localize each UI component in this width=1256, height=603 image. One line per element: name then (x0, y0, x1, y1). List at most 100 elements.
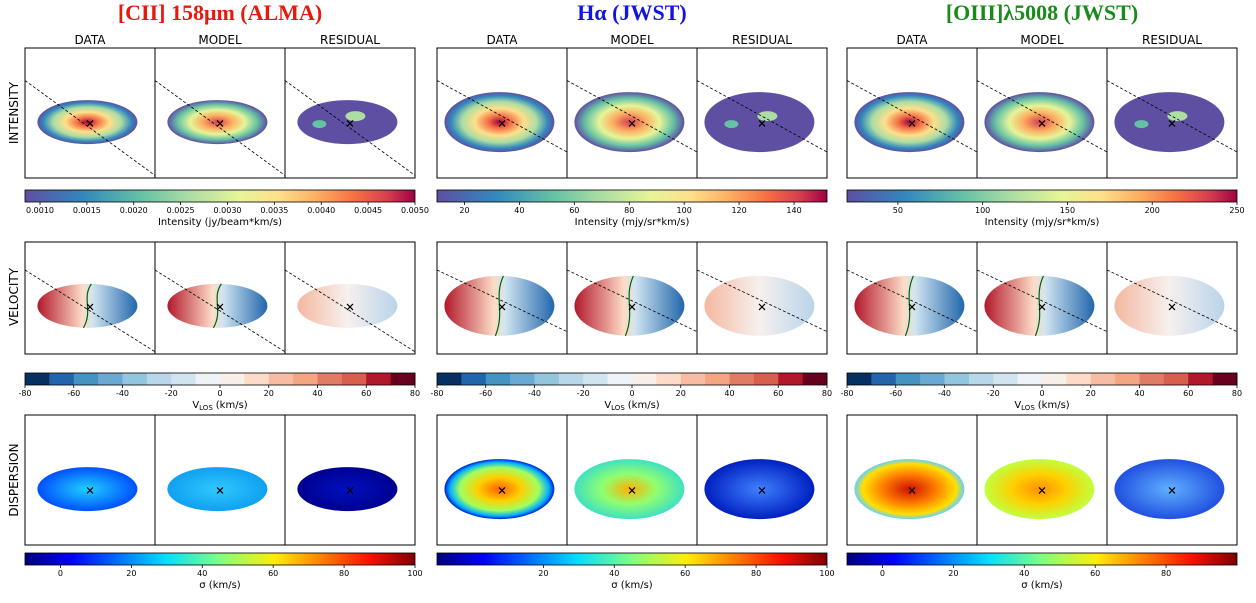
colorbar-tick-label: 60 (361, 389, 371, 398)
center-marker (498, 119, 506, 127)
map-panel (24, 241, 156, 355)
colorbar-tick-label: 60 (1183, 389, 1193, 398)
center-marker (86, 119, 94, 127)
center-marker (86, 303, 94, 311)
colorbar-tick-label: 0 (629, 389, 634, 398)
center-marker (86, 486, 94, 494)
map-panel (154, 47, 286, 179)
colorbar-step (73, 373, 99, 385)
map-region (574, 92, 685, 153)
colorbar-tick-label: 20 (676, 389, 686, 398)
colorbar-step (607, 373, 633, 385)
colorbar-tick-label: 0.0030 (214, 206, 242, 215)
row-label: INTENSITY (7, 81, 21, 144)
colorbar-step (632, 373, 657, 385)
colorbar-label: σ (km/s) (611, 580, 653, 591)
colorbar (25, 190, 415, 202)
label-text: V (192, 400, 199, 411)
map-region (704, 92, 815, 153)
colorbar-step (485, 373, 511, 385)
center-marker (216, 486, 224, 494)
map-region (1114, 459, 1225, 520)
colorbar-frame (436, 189, 828, 203)
center-marker (628, 303, 636, 311)
column-label: MODEL (198, 33, 242, 47)
center-marker (908, 119, 916, 127)
colorbar (437, 190, 827, 202)
colorbar-step (583, 373, 609, 385)
colorbar-step (871, 373, 897, 385)
label-text: σ (km/s) (611, 580, 653, 591)
panel-title: [OIII]λ5008 (JWST) (946, 0, 1138, 25)
map-region (297, 100, 398, 145)
kinematic-axis (154, 269, 286, 353)
row-label: DISPERSION (7, 443, 21, 516)
map-panel (284, 241, 416, 355)
colorbar-tick-label: -60 (889, 389, 902, 398)
colorbar-tick-label: 140 (786, 206, 801, 215)
map-region (444, 459, 555, 520)
colorbar-step (437, 373, 462, 385)
colorbar-tick-label: 80 (751, 569, 761, 578)
colorbar-tick-label: 0.0040 (307, 206, 335, 215)
map-panel (976, 414, 1108, 546)
kinematic-axis (566, 269, 698, 332)
label-text: Intensity (jy/beam*km/s) (158, 217, 282, 228)
center-marker (758, 486, 766, 494)
column-label: MODEL (1020, 33, 1064, 47)
colorbar-step (1115, 373, 1140, 385)
colorbar-step (317, 373, 343, 385)
colorbar-step (268, 373, 294, 385)
center-marker (628, 486, 636, 494)
colorbar-frame (24, 189, 416, 203)
colorbar-step (753, 373, 779, 385)
map-region (167, 100, 268, 145)
map-panel (436, 241, 568, 355)
colorbar-label: σ (km/s) (199, 580, 241, 591)
map-region (167, 467, 268, 512)
colorbar-tick-label: 80 (339, 569, 349, 578)
colorbar-tick-label: 100 (677, 206, 692, 215)
center-marker (628, 119, 636, 127)
colorbar-step (1188, 373, 1214, 385)
colorbar-tick-label: 0.0025 (167, 206, 195, 215)
colorbar-tick-label: 200 (1145, 206, 1160, 215)
panel-frame (284, 414, 416, 546)
center-marker (498, 303, 506, 311)
kinematic-axis (696, 269, 828, 332)
center-marker (1038, 486, 1046, 494)
colorbar-tick-label: 0 (217, 389, 222, 398)
colorbar-tick-label: -80 (840, 389, 853, 398)
center-marker (908, 486, 916, 494)
kinematic-axis (1106, 269, 1238, 332)
panel-frame (696, 47, 828, 179)
label-unit: (km/s) (628, 400, 660, 411)
panel-frame (696, 241, 828, 355)
colorbar-frame (24, 552, 416, 566)
colorbar-tick-label: -40 (116, 389, 129, 398)
colorbar-step (341, 373, 367, 385)
colorbar-step (98, 373, 123, 385)
colorbar-tick-label: -20 (165, 389, 178, 398)
center-marker (758, 119, 766, 127)
colorbar-step (49, 373, 75, 385)
kinematic-axis (24, 80, 156, 176)
map-panel (566, 47, 698, 179)
colorbar-tick-label: 60 (268, 569, 278, 578)
residual-spot (1134, 120, 1149, 129)
colorbar-step (390, 373, 416, 385)
colorbar-step (895, 373, 921, 385)
map-panel (1106, 241, 1238, 355)
panel-frame (696, 414, 828, 546)
column-label: DATA (487, 33, 519, 47)
colorbar-step (1066, 373, 1092, 385)
colorbar (847, 553, 1237, 565)
colorbar-tick-label: 20 (264, 389, 274, 398)
map-panel (436, 47, 568, 179)
colorbar-step (778, 373, 804, 385)
colorbar-step (1163, 373, 1189, 385)
center-marker (1168, 303, 1176, 311)
colorbar-step (195, 373, 221, 385)
map-panel (1106, 47, 1238, 179)
kinematic-axis (284, 269, 416, 353)
